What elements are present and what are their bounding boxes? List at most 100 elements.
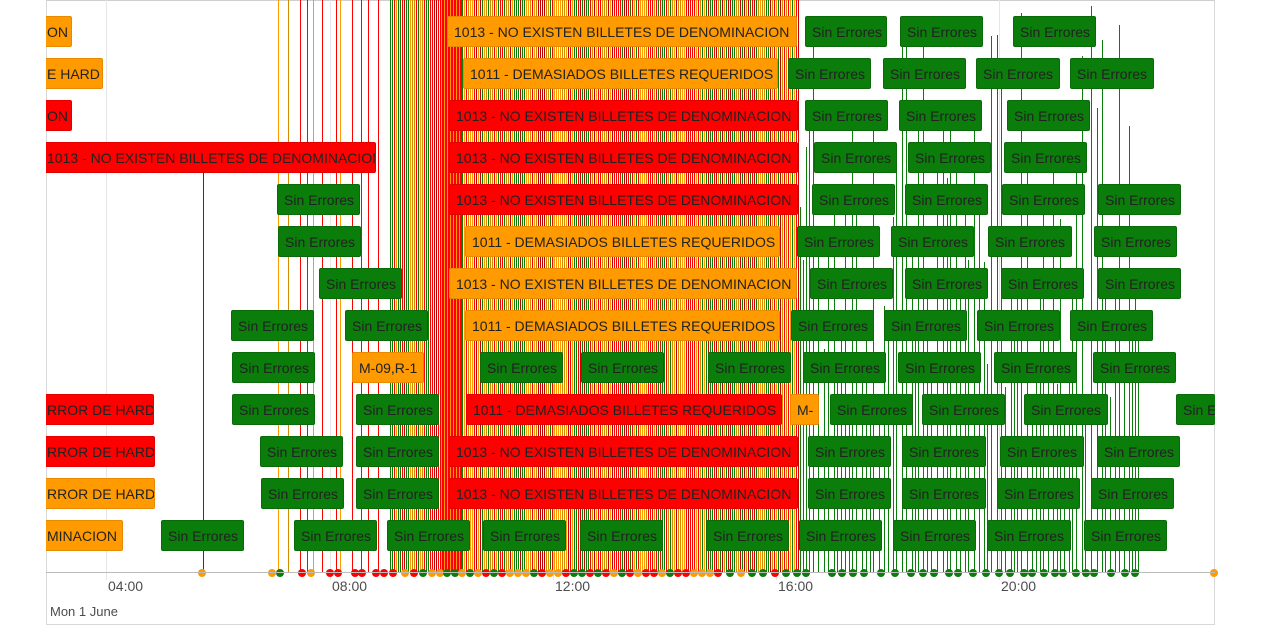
event-dot[interactable]: [538, 569, 546, 577]
event-dot[interactable]: [618, 569, 626, 577]
timeline-item[interactable]: Sin Errores: [1091, 478, 1174, 509]
timeline-item[interactable]: Sin Errores: [1024, 394, 1108, 425]
timeline-item[interactable]: Sin Errores: [232, 394, 315, 425]
timeline-item[interactable]: 1013 - NO EXISTEN BILLETES DE DENOMINACI…: [447, 16, 797, 47]
timeline-item[interactable]: Sin Errores: [1094, 226, 1177, 257]
timeline-item[interactable]: Sin Errores: [1001, 268, 1084, 299]
event-dot[interactable]: [782, 569, 790, 577]
event-dot[interactable]: [198, 569, 206, 577]
timeline-item[interactable]: Sin Errores: [908, 142, 991, 173]
event-dot[interactable]: [530, 569, 538, 577]
event-dot[interactable]: [849, 569, 857, 577]
timeline-item[interactable]: Sin Errores: [1013, 16, 1096, 47]
event-dot[interactable]: [1107, 569, 1115, 577]
timeline-item[interactable]: Sin Errores: [805, 16, 887, 47]
event-dot[interactable]: [546, 569, 554, 577]
timeline-item[interactable]: Sin Errores: [581, 352, 664, 383]
event-dot[interactable]: [307, 569, 315, 577]
event-dot[interactable]: [666, 569, 674, 577]
timeline-item[interactable]: Sin Errores: [231, 310, 314, 341]
event-dot[interactable]: [706, 569, 714, 577]
timeline-item[interactable]: Sin Errores: [278, 226, 361, 257]
timeline-item[interactable]: Sin Errores: [902, 478, 986, 509]
event-dot[interactable]: [586, 569, 594, 577]
event-dot[interactable]: [634, 569, 642, 577]
event-dot[interactable]: [793, 569, 801, 577]
event-dot[interactable]: [982, 569, 990, 577]
timeline-item[interactable]: RROR DE HARD: [46, 394, 154, 425]
event-dot[interactable]: [1006, 569, 1014, 577]
timeline-item[interactable]: 1011 - DEMASIADOS BILLETES REQUERIDOS: [466, 394, 782, 425]
timeline-item[interactable]: Sin Errores: [797, 226, 880, 257]
timeline-item[interactable]: Sin Errores: [898, 352, 981, 383]
timeline-item[interactable]: Sin Errores: [899, 100, 982, 131]
event-dot[interactable]: [389, 569, 397, 577]
timeline-item[interactable]: Sin Errores: [902, 436, 986, 467]
timeline-item[interactable]: Sin Errores: [799, 520, 882, 551]
event-dot[interactable]: [436, 569, 444, 577]
timeline-item[interactable]: Sin Errores: [706, 520, 789, 551]
event-dot[interactable]: [802, 569, 810, 577]
timeline-item[interactable]: 1013 - NO EXISTEN BILLETES DE DENOMINACI…: [449, 478, 798, 509]
timeline-item[interactable]: Sin Errores: [814, 142, 897, 173]
timeline-item[interactable]: Sin Errores: [905, 268, 988, 299]
event-dot[interactable]: [474, 569, 482, 577]
event-dot[interactable]: [1082, 569, 1090, 577]
timeline-item[interactable]: Sin Errores: [810, 268, 893, 299]
event-dot[interactable]: [726, 569, 734, 577]
event-dot[interactable]: [1051, 569, 1059, 577]
event-dot[interactable]: [466, 569, 474, 577]
event-dot[interactable]: [650, 569, 658, 577]
timeline-item[interactable]: Sin Errores: [805, 100, 888, 131]
timeline-item[interactable]: 1013 - NO EXISTEN BILLETES DE DENOMINACI…: [449, 100, 798, 131]
timeline-item[interactable]: Sin Errores: [905, 184, 988, 215]
timeline-item[interactable]: Sin Errores: [791, 310, 874, 341]
timeline-item[interactable]: Sin Errores: [987, 520, 1071, 551]
event-dot[interactable]: [610, 569, 618, 577]
timeline-item[interactable]: 1011 - DEMASIADOS BILLETES REQUERIDOS: [463, 58, 778, 89]
event-dot[interactable]: [1040, 569, 1048, 577]
event-dot[interactable]: [698, 569, 706, 577]
timeline-item[interactable]: Sin Errores: [788, 58, 871, 89]
event-dot[interactable]: [451, 569, 459, 577]
timeline-item[interactable]: Sin Errores: [988, 226, 1072, 257]
timeline-item[interactable]: 1013 - NO EXISTEN BILLETES DE DENOMINACI…: [46, 142, 376, 173]
timeline-item[interactable]: Sin Errores: [480, 352, 563, 383]
timeline-item[interactable]: Sin Errores: [1070, 58, 1154, 89]
timeline-item[interactable]: 1013 - NO EXISTEN BILLETES DE DENOMINACI…: [449, 184, 798, 215]
timeline-item[interactable]: Sin Errores: [1084, 520, 1167, 551]
timeline-item[interactable]: Sin Errores: [808, 478, 891, 509]
timeline-item[interactable]: Sin Errores: [580, 520, 663, 551]
event-dot[interactable]: [1210, 569, 1218, 577]
event-dot[interactable]: [690, 569, 698, 577]
event-dot[interactable]: [482, 569, 490, 577]
event-dot[interactable]: [410, 569, 418, 577]
timeline-item[interactable]: Sin Errores: [161, 520, 244, 551]
timeline-item[interactable]: Sin Errores: [356, 478, 439, 509]
event-dot[interactable]: [1121, 569, 1129, 577]
event-dot[interactable]: [907, 569, 915, 577]
timeline-item[interactable]: Sin Errores: [294, 520, 377, 551]
timeline-item[interactable]: ON: [46, 100, 72, 131]
event-dot[interactable]: [877, 569, 885, 577]
timeline-item[interactable]: RROR DE HARD: [46, 478, 155, 509]
timeline-item[interactable]: Sin Errores: [261, 478, 344, 509]
event-dot[interactable]: [1028, 569, 1036, 577]
timeline-item[interactable]: Sin Errores: [976, 58, 1060, 89]
event-dot[interactable]: [674, 569, 682, 577]
timeline-item[interactable]: Sin Errores: [997, 478, 1080, 509]
timeline-item[interactable]: 1013 - NO EXISTEN BILLETES DE DENOMINACI…: [449, 142, 798, 173]
event-dot[interactable]: [570, 569, 578, 577]
timeline-item[interactable]: Sin Errores: [1002, 184, 1085, 215]
timeline-item[interactable]: Sin Errores: [884, 310, 967, 341]
event-dot[interactable]: [578, 569, 586, 577]
timeline-item[interactable]: Sin Errores: [900, 16, 983, 47]
timeline-item[interactable]: Sin Errores: [260, 436, 343, 467]
event-dot[interactable]: [268, 569, 276, 577]
event-dot[interactable]: [380, 569, 388, 577]
event-dot[interactable]: [1072, 569, 1080, 577]
timeline-item[interactable]: Sin Errores: [803, 352, 886, 383]
timeline-item[interactable]: Sin E: [1176, 394, 1215, 425]
timeline-item[interactable]: Sin Errores: [1098, 268, 1181, 299]
timeline-item[interactable]: Sin Errores: [345, 310, 428, 341]
